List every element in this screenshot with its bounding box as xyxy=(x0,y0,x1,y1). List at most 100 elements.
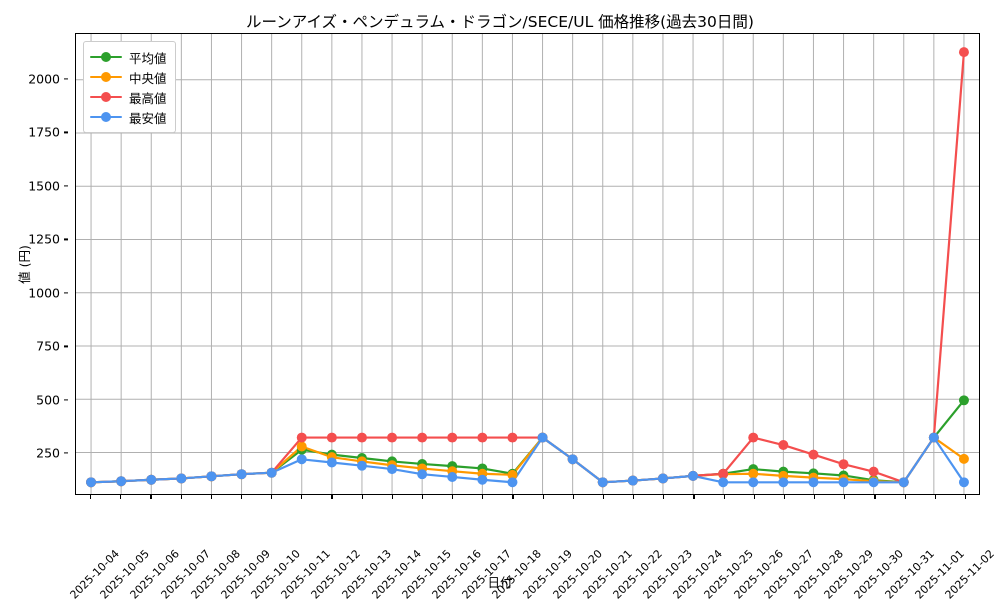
legend-swatch-2 xyxy=(90,90,122,104)
y-tick-mark xyxy=(64,292,68,294)
legend-item: 最高値 xyxy=(90,87,167,107)
data-point xyxy=(688,470,699,481)
data-point xyxy=(868,466,879,477)
plot-area xyxy=(75,33,980,495)
x-tick-mark xyxy=(572,495,574,499)
x-tick-mark xyxy=(904,495,906,499)
data-point xyxy=(296,454,307,465)
x-tick-mark xyxy=(150,495,152,499)
y-tick-label: 1000 xyxy=(28,285,60,301)
y-axis-ticks: 250 500 750 1000 1250 1500 1750 2000 xyxy=(0,33,68,495)
x-tick-mark xyxy=(180,495,182,499)
y-tick-mark xyxy=(64,238,68,240)
x-tick-mark xyxy=(934,495,936,499)
y-tick-label: 1500 xyxy=(28,178,60,194)
x-tick-mark xyxy=(90,495,92,499)
data-point xyxy=(657,473,668,484)
chart-legend: 平均値 中央値最高値最安値 xyxy=(83,41,176,133)
data-point xyxy=(176,473,187,484)
x-axis-title: 日付 xyxy=(487,575,513,590)
x-tick-mark xyxy=(240,495,243,499)
data-point xyxy=(808,477,819,488)
legend-swatch-3 xyxy=(90,110,122,124)
y-tick-mark xyxy=(64,452,68,454)
data-point xyxy=(146,474,157,485)
x-tick-mark xyxy=(361,495,363,499)
x-tick-mark xyxy=(723,495,725,499)
y-tick-mark xyxy=(64,131,68,134)
data-point xyxy=(507,469,518,480)
data-point xyxy=(266,467,277,478)
data-point xyxy=(116,476,127,487)
data-point xyxy=(567,454,578,465)
x-tick-mark xyxy=(120,495,122,499)
x-tick-mark xyxy=(391,495,393,499)
data-point xyxy=(718,477,729,488)
legend-item: 中央値 xyxy=(90,67,167,87)
data-point xyxy=(507,477,518,488)
data-point xyxy=(958,477,969,488)
data-point xyxy=(537,432,548,443)
y-tick-label: 1250 xyxy=(28,231,60,247)
x-axis-ticks: 2025-10-04 2025-10-05 2025-10-06 2025-10-07… xyxy=(68,495,997,602)
x-tick-mark xyxy=(844,495,846,499)
x-tick-mark xyxy=(633,495,635,499)
y-tick-label: 250 xyxy=(36,445,60,461)
chart-title: ルーンアイズ・ペンデュラム・ドラゴン/SECE/UL 価格推移(過去30日間) xyxy=(246,13,754,31)
data-point xyxy=(597,477,608,488)
data-point xyxy=(928,432,939,443)
data-point xyxy=(296,432,307,443)
data-point xyxy=(868,477,879,488)
gridlines xyxy=(76,34,979,494)
x-tick-mark xyxy=(512,495,514,499)
legend-label: 最安値 xyxy=(129,110,167,126)
data-point xyxy=(748,432,759,443)
legend-swatch-0 xyxy=(90,50,122,64)
legend-item: 平均値 xyxy=(90,47,167,67)
x-tick-mark xyxy=(753,495,755,499)
data-point xyxy=(417,432,428,443)
data-point xyxy=(838,477,849,488)
data-point xyxy=(718,468,729,479)
data-point xyxy=(417,469,428,480)
x-tick-mark xyxy=(964,495,967,499)
data-point xyxy=(477,432,488,443)
data-point xyxy=(387,432,398,443)
legend-label: 平均値 xyxy=(129,50,167,66)
data-point xyxy=(898,477,909,488)
y-tick-label: 500 xyxy=(36,392,60,408)
data-point xyxy=(748,477,759,488)
data-point xyxy=(778,477,789,488)
x-tick-mark xyxy=(331,495,333,499)
data-point xyxy=(627,475,638,486)
series-line-平均値 xyxy=(89,399,966,484)
x-tick-mark xyxy=(693,495,695,499)
data-point xyxy=(387,464,398,475)
data-point xyxy=(958,395,969,406)
x-tick-mark xyxy=(814,495,816,499)
data-point xyxy=(507,432,518,443)
legend-swatch-1 xyxy=(90,70,122,84)
y-tick-label: 1750 xyxy=(28,124,60,140)
data-point xyxy=(356,432,367,443)
y-tick-label: 750 xyxy=(36,338,60,354)
data-point xyxy=(838,459,849,470)
data-point xyxy=(958,453,969,464)
data-series-layer xyxy=(86,47,969,488)
data-point xyxy=(447,432,458,443)
data-point xyxy=(447,471,458,482)
x-tick-mark xyxy=(301,495,303,499)
x-tick-mark xyxy=(421,495,424,499)
data-point xyxy=(748,468,759,479)
legend-label: 最高値 xyxy=(129,90,167,106)
data-point xyxy=(326,457,337,468)
legend-item: 最安値 xyxy=(90,107,167,127)
y-tick-mark xyxy=(64,78,68,80)
x-tick-mark xyxy=(874,495,876,499)
data-point xyxy=(296,441,307,452)
x-tick-mark xyxy=(542,495,544,499)
x-tick-mark xyxy=(663,495,665,499)
series-line-最高値 xyxy=(89,51,966,484)
data-point xyxy=(958,47,969,58)
data-point xyxy=(356,460,367,471)
